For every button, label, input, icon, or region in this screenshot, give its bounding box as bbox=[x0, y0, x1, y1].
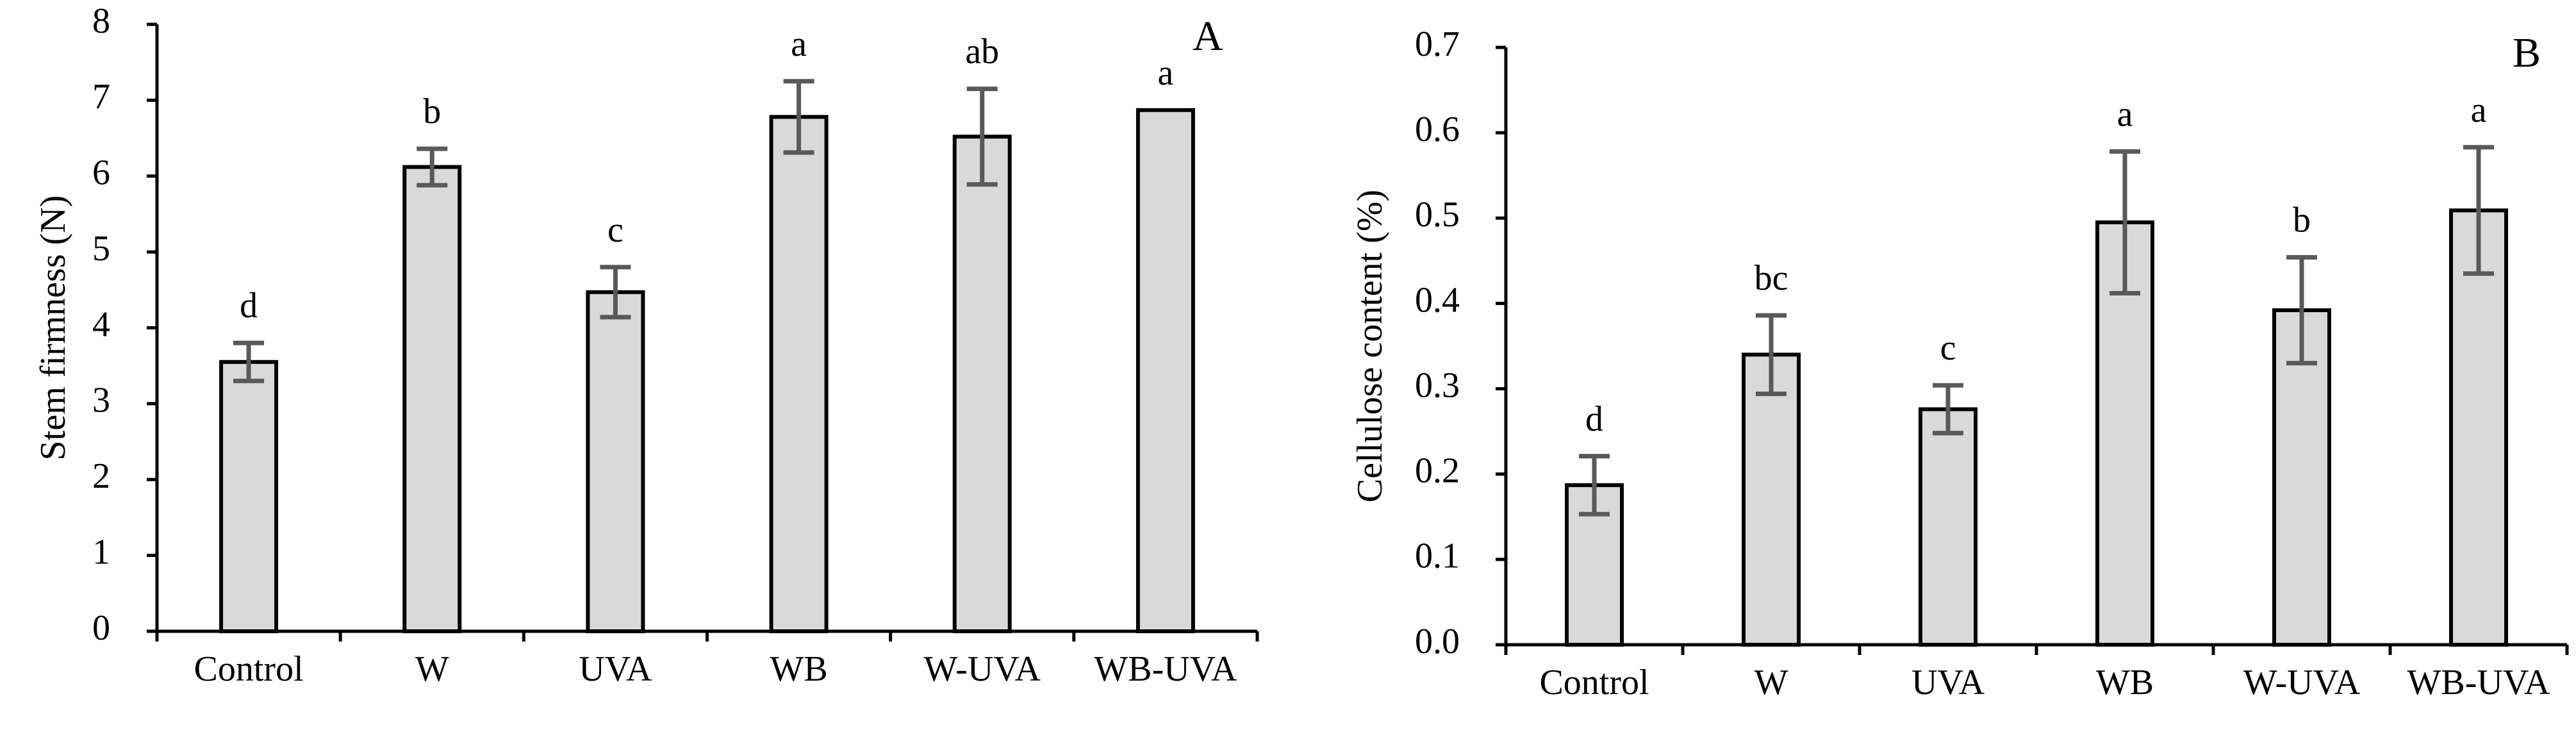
y-axis-title: Cellulose content (%) bbox=[1350, 190, 1390, 502]
bar-w-uva bbox=[952, 135, 1012, 633]
y-tick-label: 8 bbox=[92, 1, 110, 41]
bar-wb-uva bbox=[1135, 108, 1195, 634]
x-tick-label: W bbox=[1754, 663, 1788, 702]
bar-wb bbox=[769, 115, 829, 634]
bar-control bbox=[219, 360, 279, 633]
y-tick-label: 7 bbox=[92, 77, 110, 117]
x-tick-label: UVA bbox=[1911, 663, 1985, 702]
significance-label: a bbox=[1157, 53, 1173, 93]
y-tick-label: 0.1 bbox=[1415, 536, 1460, 576]
y-tick-label: 0.3 bbox=[1415, 365, 1460, 405]
significance-label: d bbox=[240, 286, 258, 326]
y-tick-label: 1 bbox=[92, 532, 110, 572]
significance-label: ab bbox=[965, 32, 999, 72]
bar-wb-uva bbox=[2449, 208, 2508, 647]
y-tick-label: 3 bbox=[92, 381, 110, 420]
bar-uva bbox=[586, 290, 645, 633]
x-tick-label: WB bbox=[2096, 663, 2154, 702]
panel-label: A bbox=[1193, 13, 1223, 60]
x-tick-label: UVA bbox=[579, 649, 652, 689]
significance-label: b bbox=[2293, 201, 2311, 240]
y-tick-label: 0.6 bbox=[1415, 110, 1460, 149]
significance-label: d bbox=[1585, 399, 1603, 439]
y-tick-label: 6 bbox=[92, 153, 110, 193]
bar-w bbox=[1742, 352, 1801, 647]
significance-label: a bbox=[2471, 90, 2487, 130]
x-tick-label: W-UVA bbox=[2243, 663, 2361, 702]
y-tick-label: 0.2 bbox=[1415, 451, 1460, 491]
y-tick-label: 2 bbox=[92, 456, 110, 496]
x-tick-label: W-UVA bbox=[923, 649, 1041, 689]
significance-label: bc bbox=[1754, 258, 1788, 298]
significance-label: b bbox=[423, 92, 441, 131]
y-tick-label: 0 bbox=[92, 608, 110, 648]
significance-label: a bbox=[2117, 94, 2133, 134]
bar-w bbox=[402, 165, 462, 634]
significance-label: c bbox=[1940, 328, 1956, 368]
y-tick-label: 0.0 bbox=[1415, 622, 1460, 661]
significance-label: a bbox=[791, 24, 807, 64]
panel-label: B bbox=[2513, 29, 2541, 76]
x-tick-label: WB-UVA bbox=[2407, 663, 2551, 702]
x-tick-label: W bbox=[415, 649, 449, 689]
significance-label: c bbox=[607, 210, 623, 250]
y-tick-label: 4 bbox=[92, 304, 110, 344]
y-tick-label: 5 bbox=[92, 229, 110, 269]
x-tick-label: Control bbox=[194, 649, 304, 689]
y-tick-label: 0.5 bbox=[1415, 195, 1460, 235]
x-tick-label: WB-UVA bbox=[1094, 649, 1237, 689]
y-axis-title: Stem firmness (N) bbox=[33, 195, 73, 461]
y-tick-label: 0.4 bbox=[1415, 280, 1460, 320]
y-tick-label: 0.7 bbox=[1415, 24, 1460, 64]
x-tick-label: Control bbox=[1539, 663, 1649, 702]
bar-uva bbox=[1919, 407, 1977, 647]
x-tick-label: WB bbox=[770, 649, 827, 689]
